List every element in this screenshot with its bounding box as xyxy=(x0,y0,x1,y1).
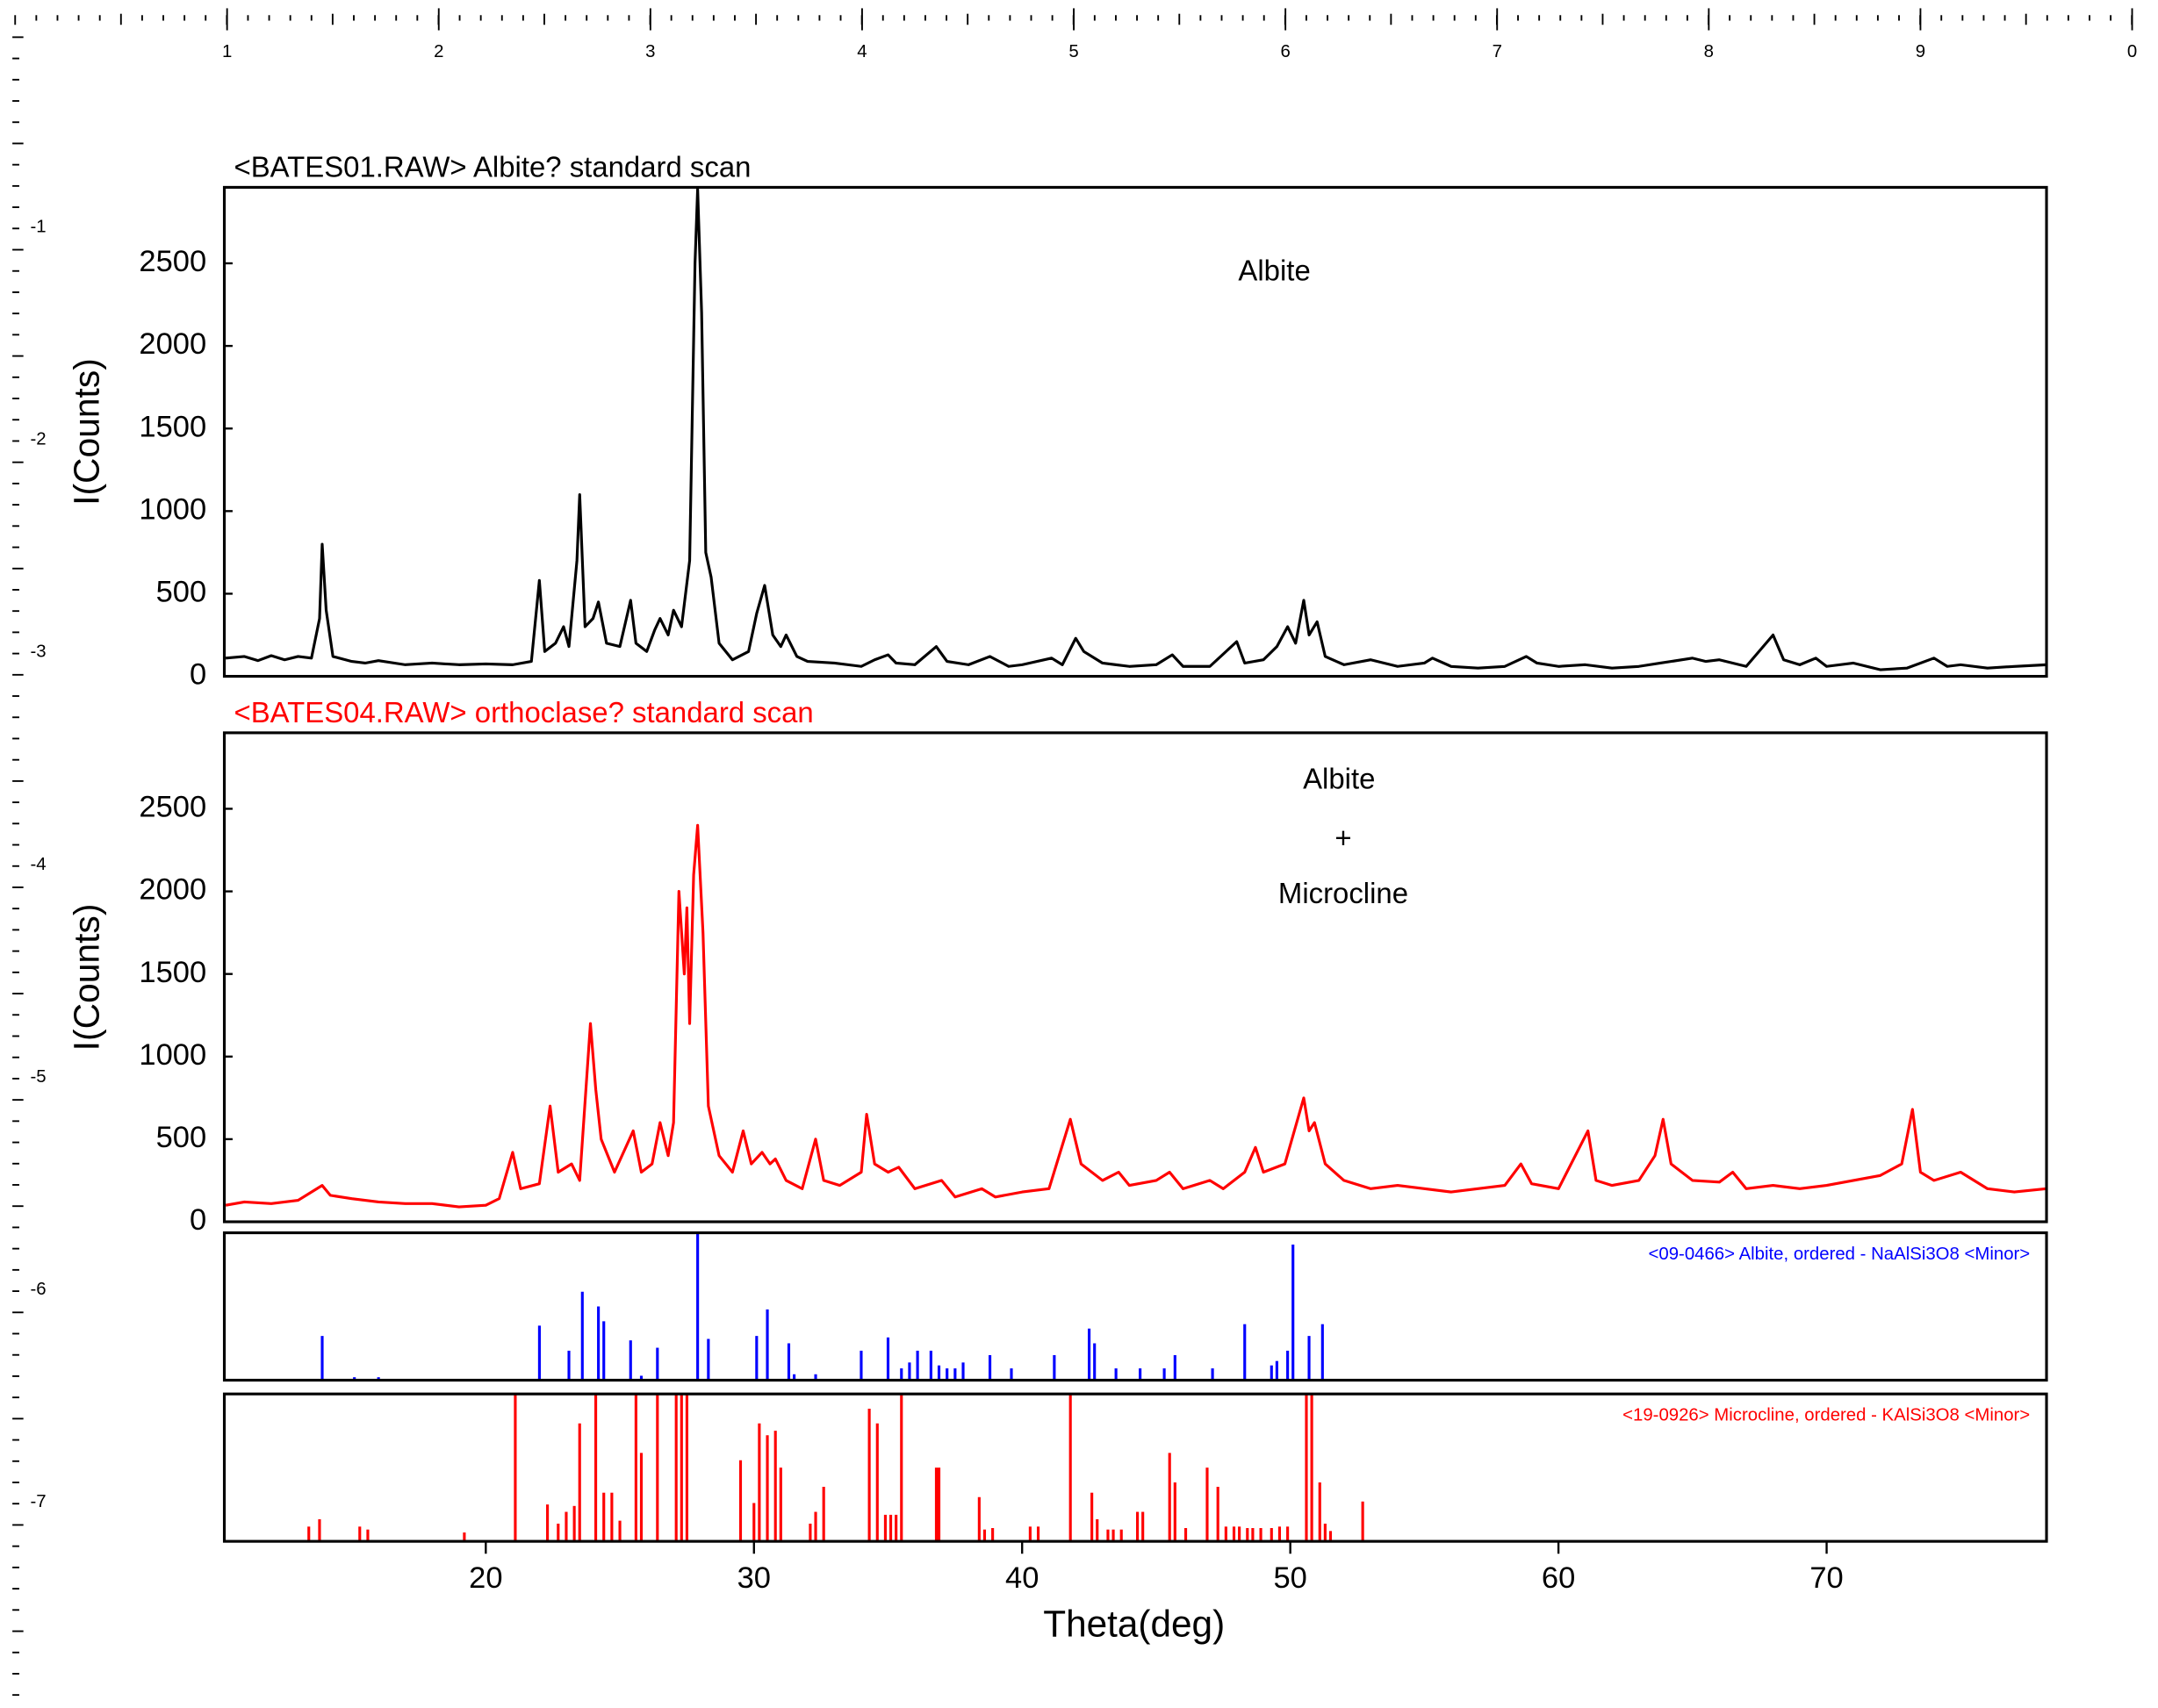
y-tick-label: 500 xyxy=(156,1121,207,1154)
panel-frame xyxy=(222,1392,2048,1543)
panel-title: <BATES04.RAW> orthoclase? standard scan xyxy=(234,696,813,728)
ruler-label: 3 xyxy=(645,42,655,61)
panel-title: <BATES01.RAW> Albite? standard scan xyxy=(234,151,751,183)
y-tick-label: 1000 xyxy=(139,492,206,526)
ruler-label: 4 xyxy=(857,42,867,61)
ruler-label: -4 xyxy=(30,855,46,874)
ruler-label: -3 xyxy=(30,642,46,662)
panel-frame xyxy=(222,185,2048,678)
x-axis-label: Theta(deg) xyxy=(1043,1604,1225,1645)
panel-frame xyxy=(222,731,2048,1224)
legend-entry: <09-0466> Albite, ordered - NaAlSi3O8 <M… xyxy=(1649,1245,2031,1264)
annotation: Microcline xyxy=(1278,877,1408,909)
x-tick-label: 30 xyxy=(737,1561,771,1595)
ruler-label: -2 xyxy=(30,429,46,449)
ruler-label: 1 xyxy=(222,42,232,61)
ruler-label: 7 xyxy=(1493,42,1502,61)
x-tick-label: 60 xyxy=(1542,1561,1575,1595)
annotation: Albite xyxy=(1238,254,1310,286)
y-tick-label: 500 xyxy=(156,576,207,609)
ruler-label: 8 xyxy=(1704,42,1714,61)
ruler-label: 0 xyxy=(2127,42,2137,61)
annotation: + xyxy=(1334,822,1351,854)
ruler-label: 5 xyxy=(1068,42,1078,61)
y-tick-label: 1000 xyxy=(139,1038,206,1072)
y-tick-label: 1500 xyxy=(139,410,206,443)
ruler-label: 2 xyxy=(434,42,443,61)
y-axis-label: I(Counts) xyxy=(67,904,107,1051)
x-tick-label: 70 xyxy=(1809,1561,1843,1595)
y-tick-label: 2000 xyxy=(139,873,206,907)
y-tick-label: 2000 xyxy=(139,327,206,361)
scan-line xyxy=(225,187,2047,671)
y-tick-label: 2500 xyxy=(139,245,206,278)
y-tick-label: 0 xyxy=(190,1203,206,1237)
ruler-label: -7 xyxy=(30,1492,46,1511)
ruler-label: -5 xyxy=(30,1067,46,1087)
x-tick-label: 20 xyxy=(469,1561,502,1595)
x-tick-label: 40 xyxy=(1005,1561,1039,1595)
ruler-label: 9 xyxy=(1916,42,1925,61)
annotation: Albite xyxy=(1303,763,1375,795)
y-tick-label: 0 xyxy=(190,658,206,692)
ruler-label: -1 xyxy=(30,217,46,236)
scan-line xyxy=(225,823,2047,1209)
panel-frame xyxy=(222,1231,2048,1382)
ruler-label: 6 xyxy=(1280,42,1290,61)
ruler-label: -6 xyxy=(30,1280,46,1299)
y-axis-label: I(Counts) xyxy=(67,358,107,506)
legend-entry: <19-0926> Microcline, ordered - KAlSi3O8… xyxy=(1622,1406,2030,1425)
y-tick-label: 2500 xyxy=(139,791,206,824)
y-tick-label: 1500 xyxy=(139,956,206,989)
x-tick-label: 50 xyxy=(1273,1561,1306,1595)
